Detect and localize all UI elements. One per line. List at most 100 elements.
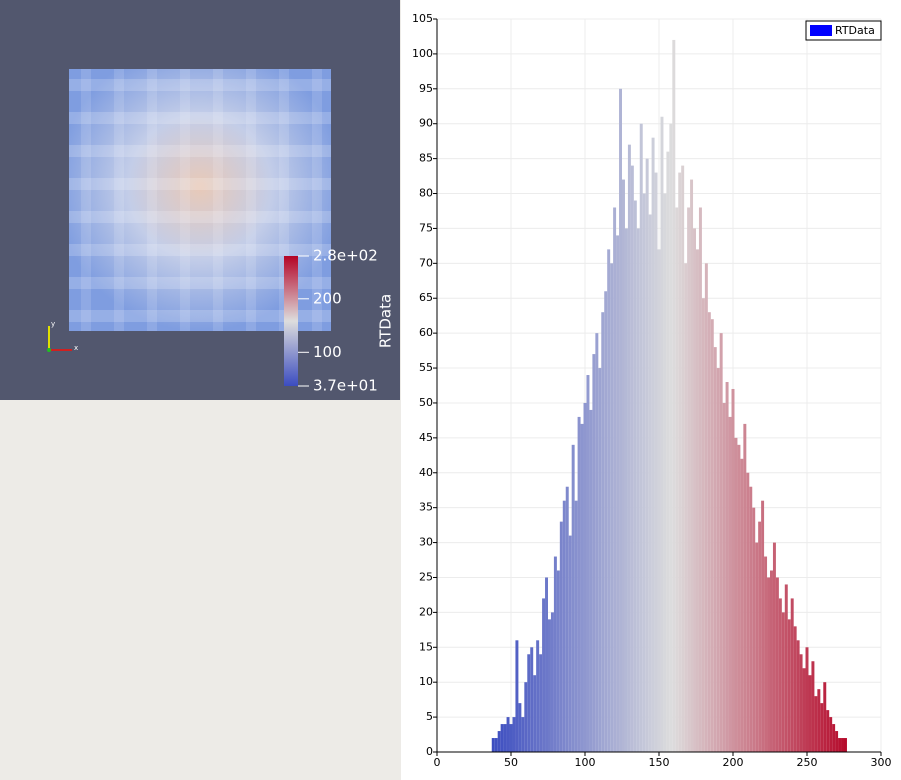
y-tick-label: 40 (419, 466, 433, 479)
bar (503, 724, 507, 752)
render-view: y x RTData 2.8e+02 200 100 3.7e+01 (0, 0, 400, 400)
bar (592, 354, 596, 752)
x-tick-label: 50 (504, 756, 518, 769)
bar (512, 717, 516, 752)
colorbar-label: 2.8e+02 (313, 247, 378, 265)
bar (841, 738, 844, 752)
y-tick-label: 5 (426, 710, 433, 723)
bar (630, 165, 634, 753)
bar (518, 703, 522, 752)
bar (820, 703, 824, 752)
bar (580, 423, 584, 752)
bar (775, 577, 779, 752)
bar (817, 689, 821, 752)
bar (838, 738, 842, 752)
bar (805, 647, 809, 752)
x-tick-label: 300 (871, 756, 892, 769)
bar (601, 312, 605, 752)
bar (826, 710, 830, 752)
bar (648, 214, 652, 752)
bar (565, 486, 569, 752)
bar (713, 347, 717, 752)
bar (704, 263, 708, 752)
bar (793, 626, 797, 752)
orientation-axes: y x (47, 320, 78, 352)
colorbar-label: 100 (313, 343, 342, 361)
bar (574, 500, 578, 752)
bar (696, 249, 699, 752)
y-tick-label: 20 (419, 605, 433, 618)
histogram-view: 0 5 10 15 20 25 30 35 40 45 50 55 60 65 70 75 80 85 90 95 10… (401, 0, 901, 780)
bar (539, 654, 543, 752)
bar (642, 193, 646, 752)
bar (681, 165, 685, 753)
bar (687, 207, 691, 752)
bar (675, 207, 679, 752)
bar (746, 472, 750, 752)
bar (752, 507, 756, 752)
y-tick-label: 60 (419, 326, 433, 339)
bar (693, 228, 696, 752)
bar (778, 598, 782, 752)
bar (562, 500, 566, 752)
bar (764, 556, 768, 752)
y-tick-label: 65 (419, 291, 433, 304)
bar (663, 193, 667, 752)
bar (755, 542, 759, 752)
bar (666, 151, 670, 753)
bar (639, 123, 643, 752)
x-tick-label: 0 (434, 756, 441, 769)
bar (808, 675, 812, 752)
bar (770, 570, 773, 752)
bar (613, 207, 617, 752)
bar (657, 249, 661, 752)
bar (823, 682, 827, 752)
bar (506, 717, 510, 752)
y-tick-label: 30 (419, 536, 433, 549)
bar (494, 738, 498, 752)
y-tick-label: 15 (419, 640, 433, 653)
y-tick-label: 25 (419, 570, 433, 583)
bar (743, 423, 747, 752)
bar (651, 137, 655, 752)
bar (610, 263, 614, 752)
y-tick-label: 0 (426, 745, 433, 758)
bar (710, 319, 714, 752)
colorbar-label: 200 (313, 289, 342, 307)
bar (509, 724, 513, 752)
bar (734, 437, 738, 752)
bar (835, 731, 839, 752)
bar (672, 39, 676, 752)
bar (530, 647, 534, 752)
y-tick-label: 45 (419, 431, 433, 444)
bar (698, 207, 702, 752)
bar (707, 312, 711, 752)
bar (533, 675, 537, 752)
bar (701, 298, 705, 752)
bar (583, 402, 587, 752)
bar (536, 640, 540, 752)
bar (524, 682, 528, 752)
y-tick-label: 80 (419, 187, 433, 200)
bar (829, 717, 833, 752)
bar (550, 612, 554, 752)
y-tick-label: 55 (419, 361, 433, 374)
bar (669, 123, 673, 752)
bar (586, 375, 590, 752)
bar (645, 158, 649, 753)
bar (731, 388, 735, 752)
bar (772, 542, 776, 752)
bar (787, 619, 791, 752)
bar (622, 179, 625, 753)
bar (814, 696, 818, 752)
bar (624, 228, 628, 752)
y-tick-label: 90 (419, 117, 433, 130)
bar (497, 731, 501, 752)
y-tick-label: 70 (419, 256, 433, 269)
bar (761, 500, 765, 752)
bar (737, 444, 741, 752)
bar (749, 486, 753, 752)
bar (521, 717, 525, 752)
y-tick-label: 35 (419, 501, 433, 514)
